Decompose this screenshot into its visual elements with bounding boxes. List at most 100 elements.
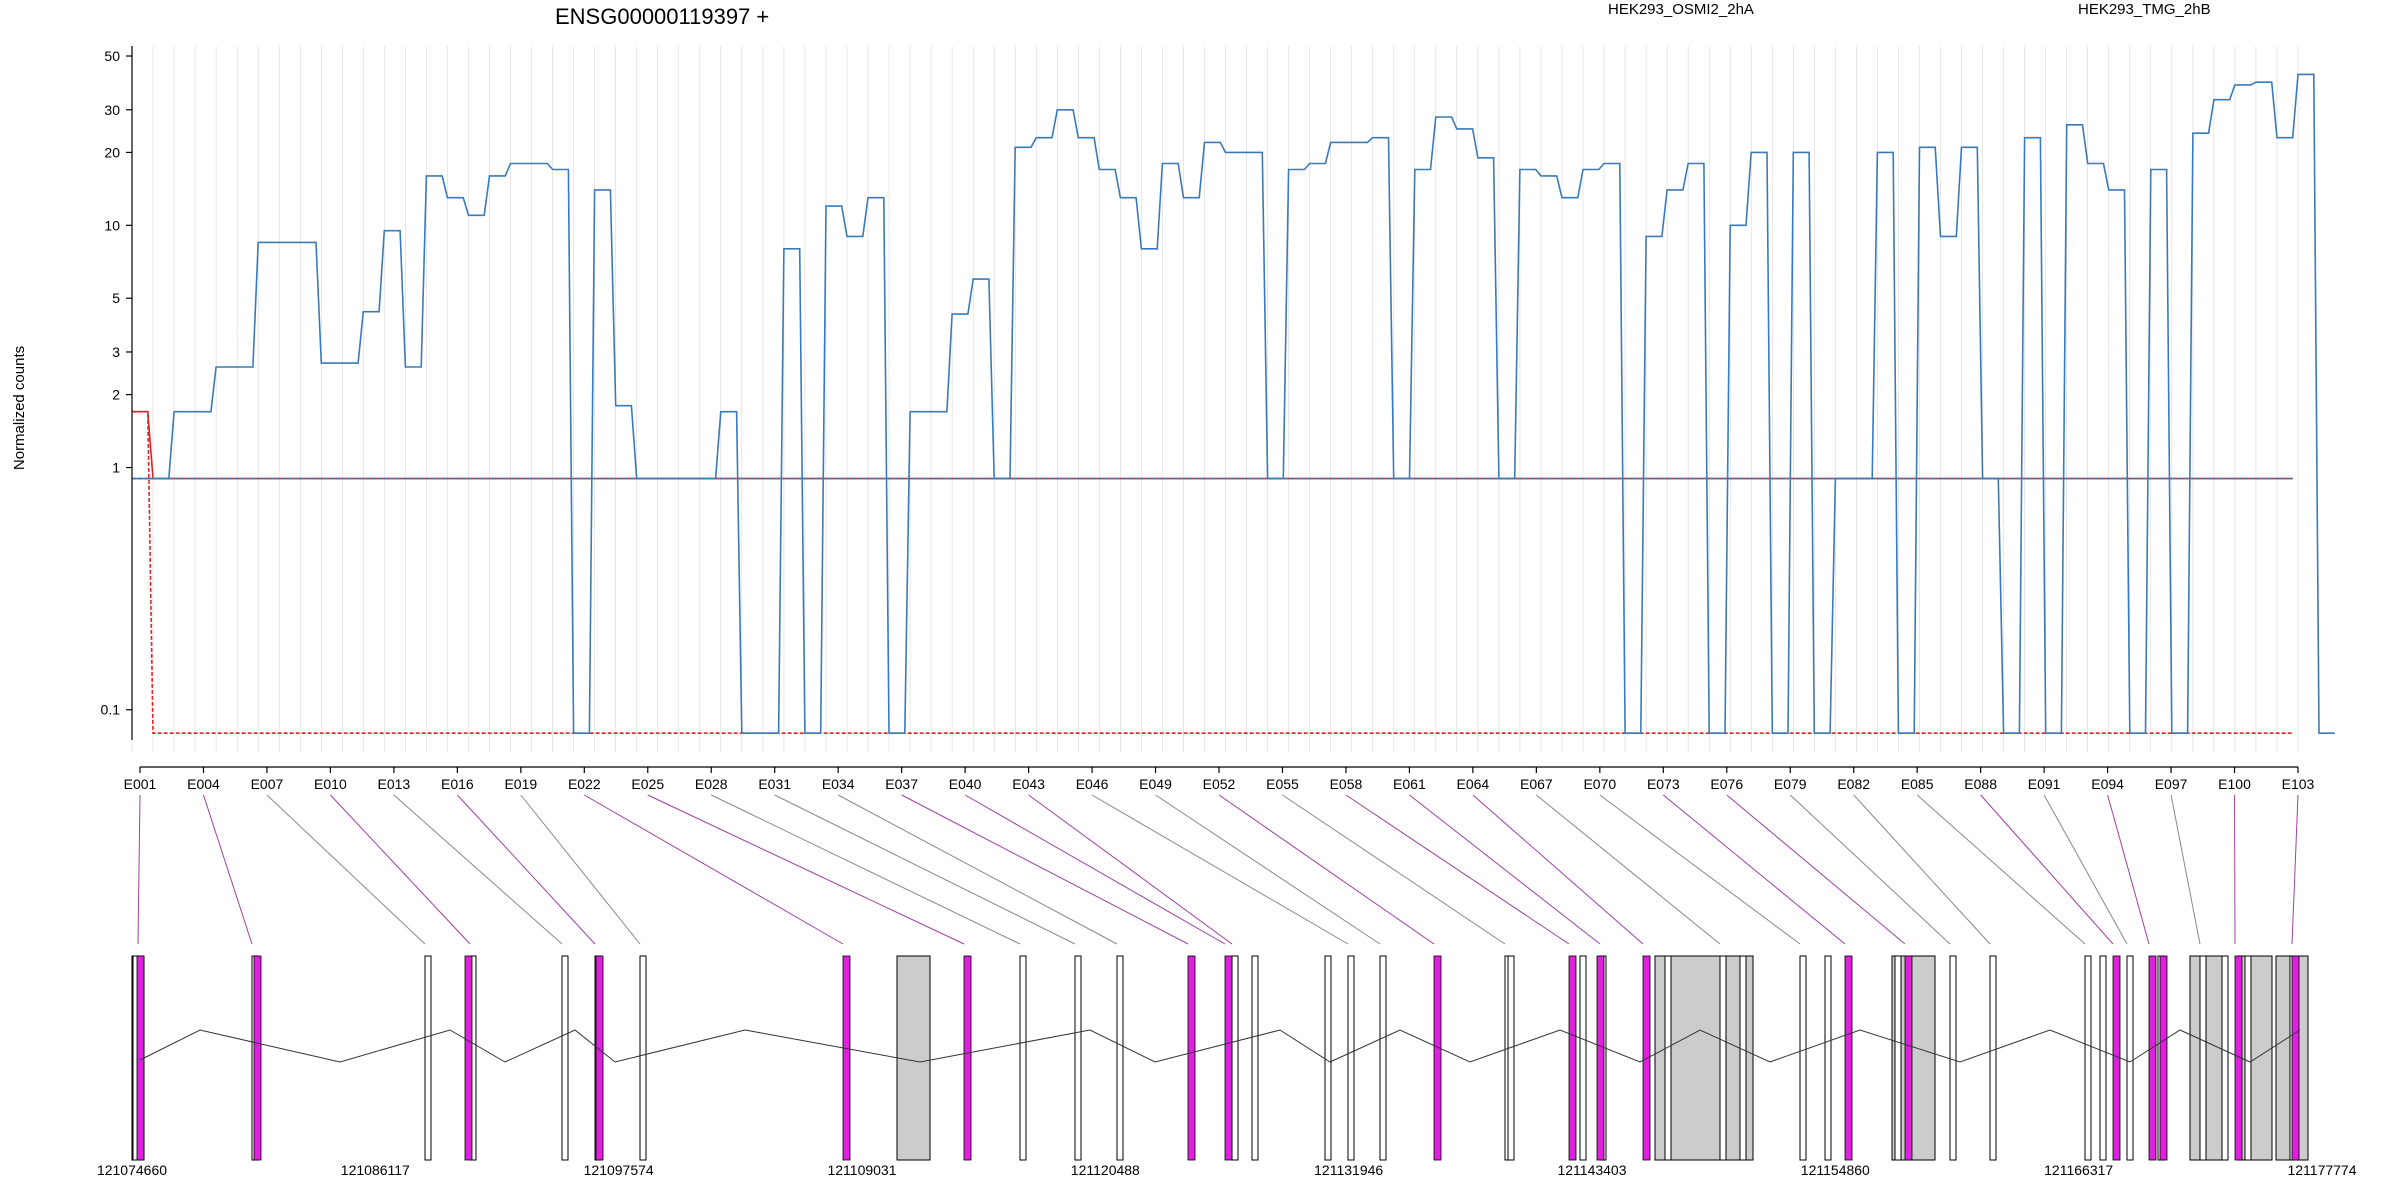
- exon-block: [2221, 955, 2229, 1161]
- exon-tick-label: E031: [758, 776, 791, 792]
- exon-block: [2237, 955, 2273, 1161]
- series-line: [132, 410, 2293, 734]
- exon-tick-label: E061: [1393, 776, 1426, 792]
- exon-connector: [2291, 794, 2299, 945]
- exon-block-highlight: [1844, 955, 1853, 1161]
- coordinate-tick-label: 121074660: [97, 1162, 167, 1178]
- exon-connector: [456, 794, 596, 945]
- coordinate-tick-label: 121143403: [1557, 1162, 1626, 1178]
- exon-connector: [1789, 794, 1951, 945]
- exon-tick-label: E001: [124, 776, 157, 792]
- y-tick-label: 10: [104, 217, 120, 233]
- exon-block-highlight: [2148, 955, 2157, 1161]
- exon-connector: [1980, 794, 2114, 945]
- exon-tick-label: E052: [1203, 776, 1236, 792]
- exon-block: [1347, 955, 1355, 1161]
- exon-block: [561, 955, 569, 1161]
- legend-entry-tmg: HEK293_TMG_2hB: [2078, 1, 2211, 18]
- exon-connector: [1472, 794, 1644, 945]
- gene-model: [131, 955, 2309, 1161]
- exon-tick-label: E013: [378, 776, 411, 792]
- exon-block: [424, 955, 432, 1161]
- exon-connector: [711, 794, 1021, 945]
- exon-block-highlight: [1187, 955, 1196, 1161]
- exon-block-highlight: [595, 955, 604, 1161]
- exon-tick-label: E058: [1330, 776, 1363, 792]
- coordinate-tick-label: 121177774: [2287, 1162, 2356, 1178]
- exon-tick-label: E043: [1012, 776, 1045, 792]
- exon-tick-label: E055: [1266, 776, 1299, 792]
- exon-block: [1251, 955, 1259, 1161]
- exon-tick-label: E028: [695, 776, 728, 792]
- exon-connectors: [137, 794, 2299, 945]
- chart-title: ENSG00000119397 +: [555, 4, 769, 29]
- coordinate-tick-label: 121086117: [341, 1162, 410, 1178]
- exon-block: [1989, 955, 1997, 1161]
- exon-connector: [1028, 794, 1233, 945]
- y-tick-label: 20: [104, 144, 120, 160]
- exon-tick-label: E016: [441, 776, 474, 792]
- exon-block: [1799, 955, 1807, 1161]
- exon-tick-label: E073: [1647, 776, 1680, 792]
- exon-block: [1231, 955, 1239, 1161]
- exon-axis: E001 E004 E007 E010 E013 E016 E019 E022 E025 E028…: [124, 766, 2315, 792]
- exon-block-highlight: [1568, 955, 1577, 1161]
- exon-block: [1074, 955, 1082, 1161]
- y-tick-label: 2: [112, 387, 120, 403]
- exon-connector: [1345, 794, 1570, 945]
- exon-tick-label: E040: [949, 776, 982, 792]
- exon-connector: [1853, 794, 1991, 945]
- exon-block: [1719, 955, 1727, 1161]
- y-tick-label: 1: [112, 460, 120, 476]
- exon-tick-label: E010: [314, 776, 347, 792]
- exon-block: [2199, 955, 2207, 1161]
- exon-connector: [1726, 794, 1906, 945]
- exon-tick-label: E085: [1901, 776, 1934, 792]
- exon-connector: [330, 794, 471, 945]
- exon-block: [896, 955, 931, 1161]
- exon-tick-label: E025: [631, 776, 664, 792]
- coordinate-tick-label: 121154860: [1801, 1162, 1870, 1178]
- exon-block: [1739, 955, 1747, 1161]
- exon-block-highlight: [963, 955, 972, 1161]
- exon-block-highlight: [842, 955, 851, 1161]
- exon-connector: [2043, 794, 2128, 945]
- coordinate-tick-label: 121109031: [827, 1162, 896, 1178]
- exon-block: [1019, 955, 1027, 1161]
- series-line: [132, 410, 2293, 480]
- exon-block-highlight: [1433, 955, 1442, 1161]
- exon-connector: [2170, 794, 2201, 945]
- exon-tick-label: E070: [1583, 776, 1616, 792]
- exon-connector: [1409, 794, 1601, 945]
- coordinate-tick-label: 121120488: [1071, 1162, 1140, 1178]
- exon-connector: [774, 794, 1076, 945]
- exon-block-highlight: [2159, 955, 2168, 1161]
- exon-block-highlight: [1904, 955, 1913, 1161]
- y-tick-label: 3: [112, 344, 120, 360]
- exon-tick-label: E037: [885, 776, 918, 792]
- intron-line: [139, 1029, 2301, 1063]
- exon-tick-label: E004: [187, 776, 220, 792]
- exon-connector: [1916, 794, 2086, 945]
- exon-block: [1824, 955, 1832, 1161]
- exon-connector: [1218, 794, 1435, 945]
- exon-block: [1379, 955, 1387, 1161]
- coordinate-tick-label: 121166317: [2044, 1162, 2113, 1178]
- y-tick-label: 30: [104, 102, 120, 118]
- exon-tick-label: E049: [1139, 776, 1172, 792]
- exon-tick-label: E097: [2155, 776, 2188, 792]
- exon-connector: [1536, 794, 1721, 945]
- coordinate-tick-label: 121097574: [584, 1162, 654, 1178]
- exon-block: [2189, 955, 2226, 1161]
- exon-connector: [1662, 794, 1846, 945]
- exon-block-highlight: [253, 955, 262, 1161]
- exon-tick-label: E091: [2028, 776, 2061, 792]
- exon-connector: [137, 794, 141, 945]
- exon-tick-label: E100: [2218, 776, 2251, 792]
- exon-tick-label: E079: [1774, 776, 1807, 792]
- exon-block-highlight: [1224, 955, 1233, 1161]
- exon-block: [639, 955, 647, 1161]
- exon-tick-label: E082: [1837, 776, 1870, 792]
- exon-connector: [202, 794, 253, 945]
- exon-block: [1894, 955, 1902, 1161]
